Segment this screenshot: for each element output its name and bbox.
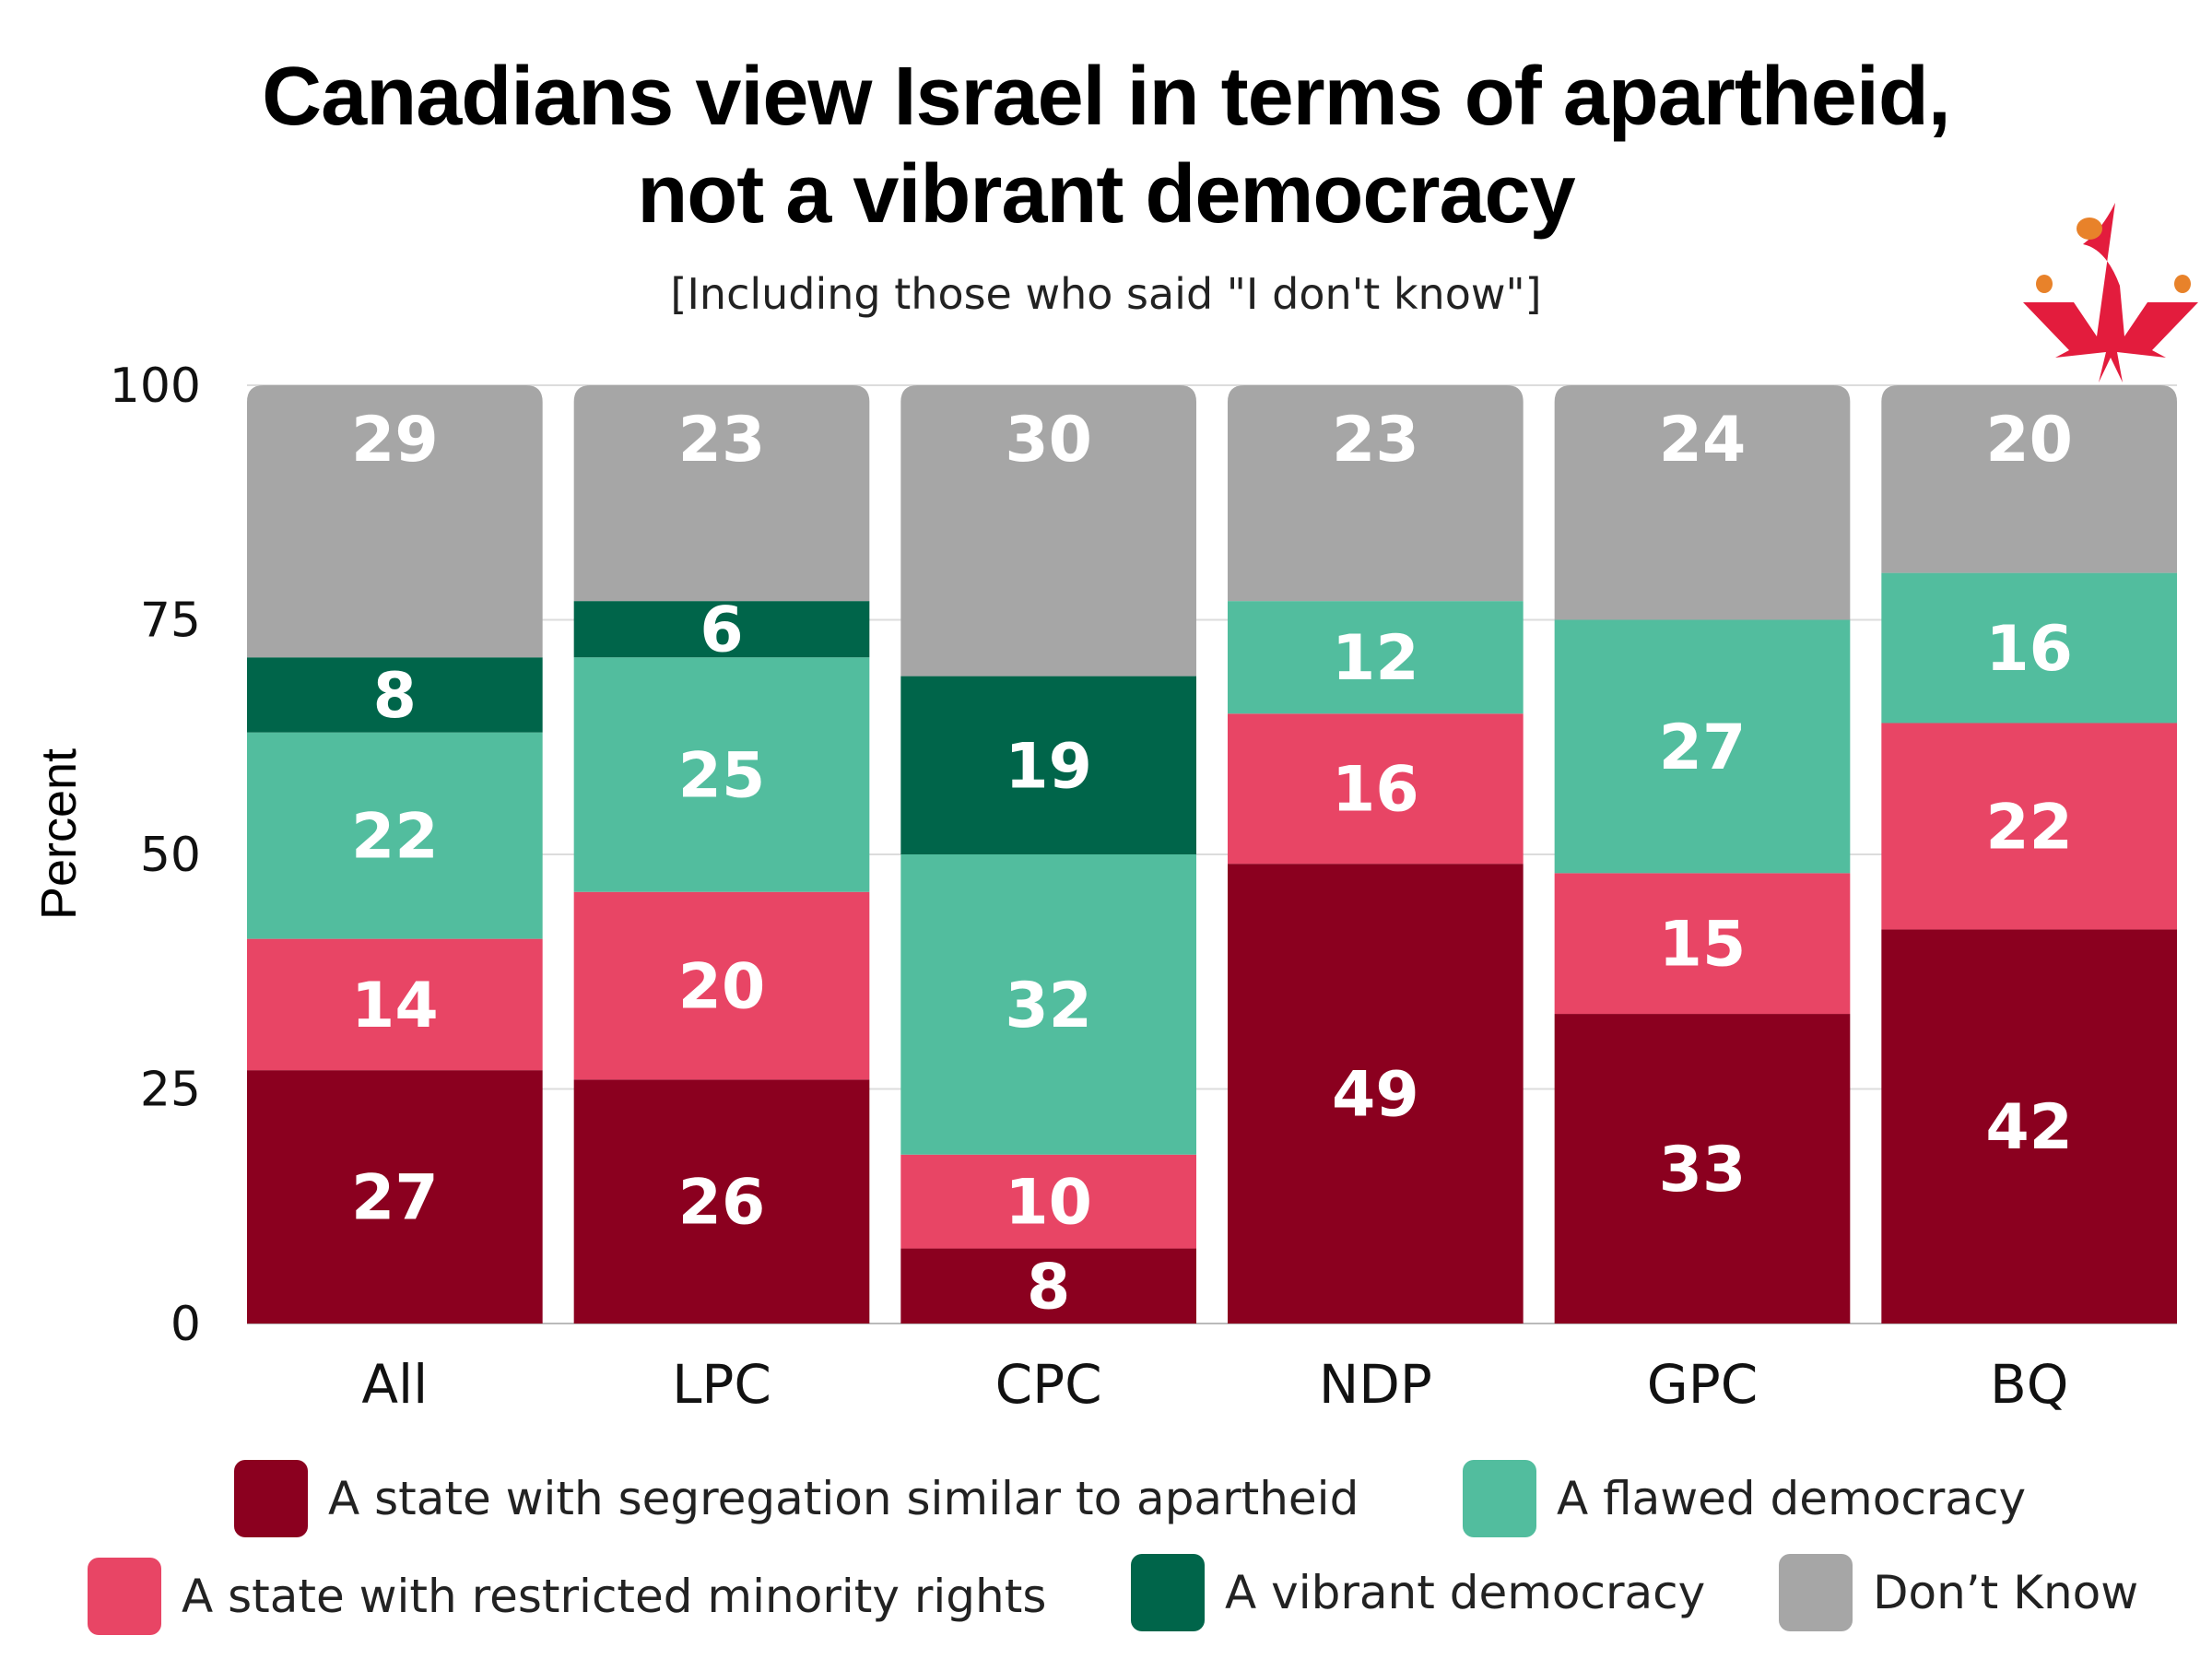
bar-stack-gpc: 33 15 27 24 bbox=[1554, 385, 1851, 1324]
bar-segment bbox=[247, 657, 543, 733]
x-tick-label: CPC bbox=[995, 1353, 1102, 1416]
legend-item: A state with segregation similar to apar… bbox=[234, 1460, 1359, 1537]
data-label: 20 bbox=[1985, 404, 2073, 477]
bar-segment bbox=[1554, 619, 1851, 874]
legend-label: A state with restricted minority rights bbox=[182, 1570, 1047, 1623]
bar-segment bbox=[900, 1154, 1196, 1249]
bar-segment bbox=[1228, 385, 1524, 602]
bar-segment bbox=[900, 385, 1196, 677]
data-label: 16 bbox=[1985, 613, 2073, 686]
bar-segment bbox=[1881, 385, 2177, 573]
legend-label: Don’t Know bbox=[1873, 1566, 2139, 1619]
bar-segment bbox=[1881, 572, 2177, 724]
data-label: 23 bbox=[1332, 404, 1419, 477]
legend-swatch bbox=[234, 1460, 308, 1537]
bar-segment bbox=[247, 1070, 543, 1324]
data-label: 29 bbox=[351, 404, 439, 477]
bar-segment bbox=[900, 854, 1196, 1155]
legend-item: Don’t Know bbox=[1779, 1554, 2138, 1631]
data-label: 23 bbox=[678, 404, 766, 477]
x-tick-label: GPC bbox=[1647, 1353, 1758, 1416]
bar-segment bbox=[1228, 601, 1524, 714]
x-tick-label: All bbox=[361, 1353, 428, 1416]
x-tick-label: LPC bbox=[672, 1353, 771, 1416]
bar-stack-cpc: 8 10 32 19 30 bbox=[900, 385, 1196, 1324]
chart-title-line-1: Canadians view Israel in terms of aparth… bbox=[262, 51, 1951, 143]
x-tick-label: NDP bbox=[1319, 1353, 1432, 1416]
data-label: 16 bbox=[1332, 754, 1419, 827]
data-label: 8 bbox=[1027, 1251, 1070, 1324]
legend-swatch bbox=[88, 1558, 161, 1635]
legend-swatch bbox=[1463, 1460, 1536, 1537]
legend-label: A vibrant democracy bbox=[1225, 1566, 1706, 1619]
data-label: 24 bbox=[1659, 404, 1747, 477]
y-tick-label: 50 bbox=[140, 828, 201, 883]
bar-segment bbox=[1554, 1014, 1851, 1324]
data-label: 19 bbox=[1005, 730, 1092, 803]
bar-stack-ndp: 49 16 12 23 bbox=[1228, 385, 1524, 1324]
data-label: 8 bbox=[373, 660, 417, 733]
legend-item: A state with restricted minority rights bbox=[88, 1558, 1046, 1635]
bar-stack-all: 27 14 22 8 29 bbox=[247, 385, 543, 1324]
data-label: 30 bbox=[1005, 404, 1092, 477]
legend-swatch bbox=[1131, 1554, 1205, 1631]
data-label: 15 bbox=[1659, 909, 1747, 982]
data-label: 33 bbox=[1659, 1134, 1747, 1206]
data-label: 26 bbox=[678, 1167, 766, 1240]
bar-segment bbox=[573, 601, 870, 658]
y-tick-label: 0 bbox=[171, 1297, 201, 1352]
data-label: 49 bbox=[1332, 1059, 1419, 1132]
y-axis-label: Percent bbox=[31, 748, 87, 920]
y-tick-label: 25 bbox=[140, 1063, 201, 1118]
legend-item: A vibrant democracy bbox=[1131, 1554, 1705, 1631]
data-label: 20 bbox=[678, 951, 766, 1024]
data-label: 14 bbox=[351, 970, 439, 1042]
legend-label: A flawed democracy bbox=[1557, 1472, 2027, 1525]
bar-segment bbox=[247, 938, 543, 1071]
bar-stack-bq: 42 22 16 20 bbox=[1881, 385, 2177, 1324]
data-label: 6 bbox=[700, 594, 743, 667]
legend-label: A state with segregation similar to apar… bbox=[328, 1472, 1359, 1525]
data-label: 42 bbox=[1985, 1091, 2073, 1164]
data-label: 25 bbox=[678, 739, 766, 812]
bar-segment bbox=[573, 891, 870, 1080]
data-label: 22 bbox=[351, 801, 439, 874]
data-label: 12 bbox=[1332, 622, 1419, 695]
bar-segment bbox=[1228, 713, 1524, 865]
bar-segment bbox=[1881, 723, 2177, 930]
bar-segment bbox=[900, 1248, 1196, 1324]
bar-segment bbox=[1554, 385, 1851, 620]
legend-item: A flawed democracy bbox=[1463, 1460, 2026, 1537]
bar-segment bbox=[1228, 864, 1524, 1324]
chart-title-line-2: not a vibrant democracy bbox=[637, 148, 1575, 241]
bar-segment bbox=[1881, 929, 2177, 1324]
data-label: 27 bbox=[1659, 712, 1747, 784]
bar-segment bbox=[247, 732, 543, 939]
bar-segment bbox=[900, 676, 1196, 854]
y-tick-label: 75 bbox=[140, 594, 201, 649]
data-label: 32 bbox=[1005, 970, 1092, 1042]
bar-segment bbox=[573, 1079, 870, 1324]
x-tick-label: BQ bbox=[1990, 1353, 2068, 1416]
bar-segment bbox=[573, 657, 870, 892]
chart-subtitle: [Including those who said "I don't know"… bbox=[670, 269, 1542, 319]
data-label: 27 bbox=[351, 1162, 439, 1235]
legend-swatch bbox=[1779, 1554, 1853, 1631]
data-label: 22 bbox=[1985, 791, 2073, 864]
bar-segment bbox=[1554, 873, 1851, 1015]
bar-segment bbox=[247, 385, 543, 658]
data-label: 10 bbox=[1005, 1167, 1092, 1240]
bar-segment bbox=[573, 385, 870, 602]
bar-stack-lpc: 26 20 25 6 23 bbox=[573, 385, 870, 1324]
y-tick-label: 100 bbox=[110, 359, 201, 414]
